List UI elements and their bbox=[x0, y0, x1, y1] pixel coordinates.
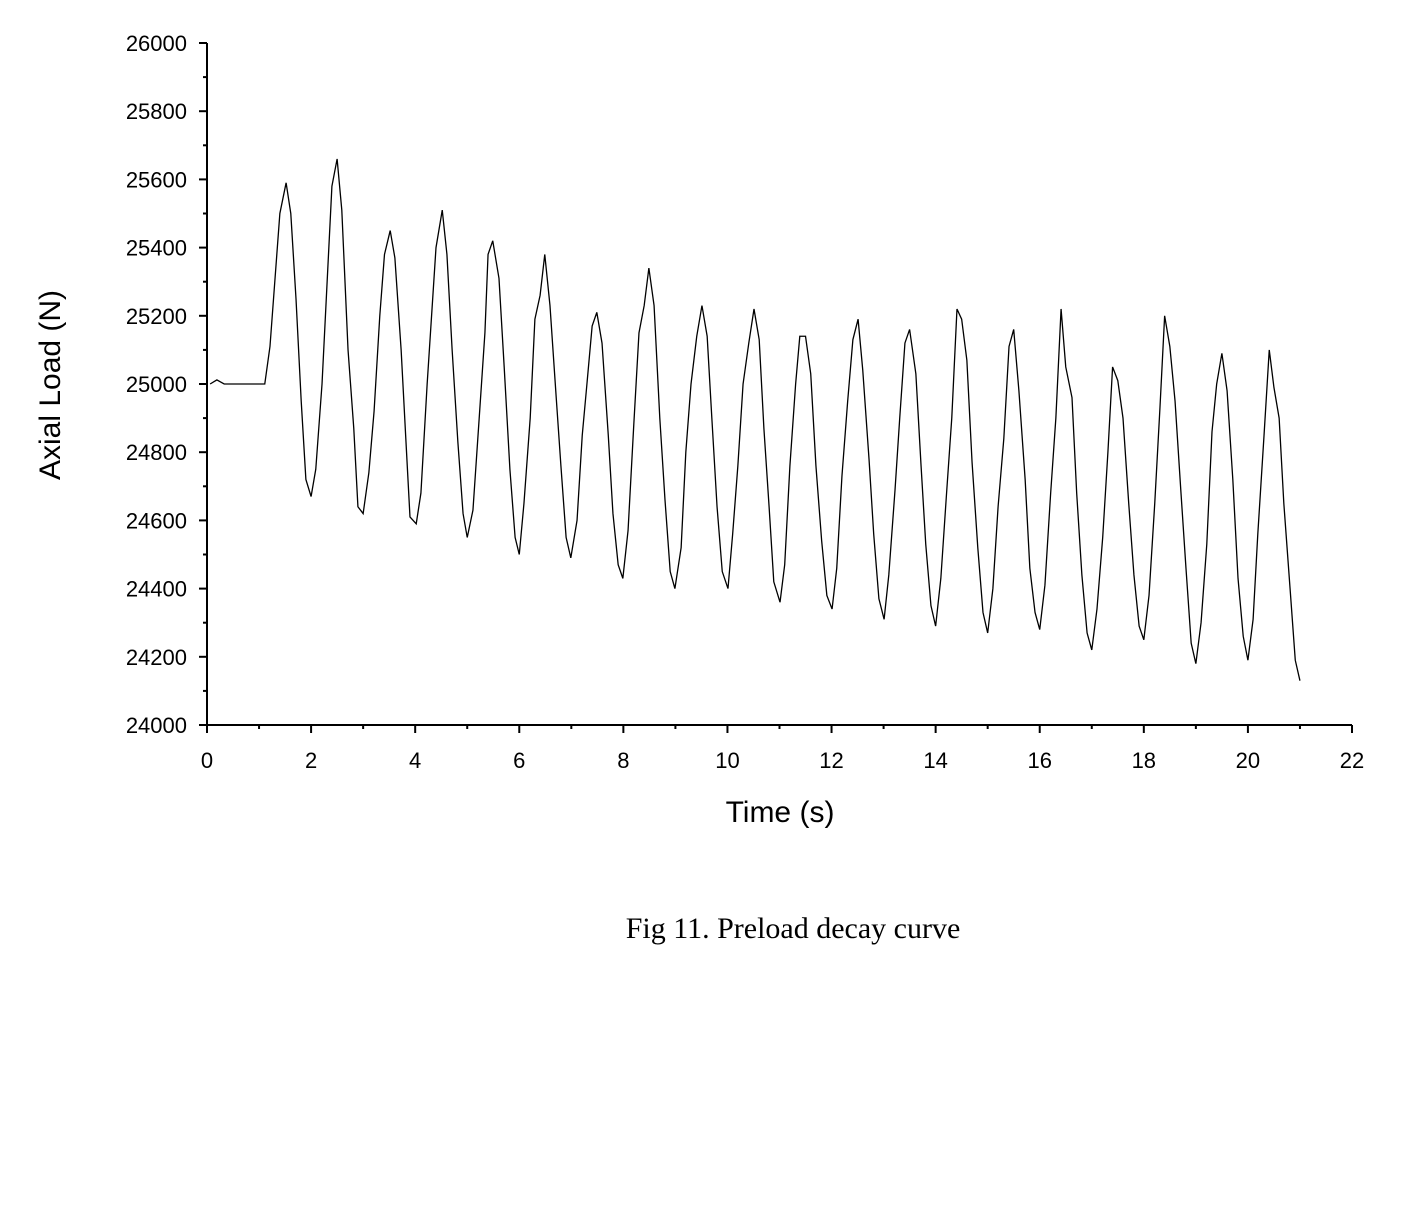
x-tick-label: 18 bbox=[1132, 748, 1156, 773]
y-axis-label: Axial Load (N) bbox=[34, 290, 67, 480]
x-tick-label: 8 bbox=[617, 748, 629, 773]
x-axis-label: Time (s) bbox=[726, 796, 835, 829]
y-tick-label: 24200 bbox=[126, 645, 187, 670]
x-tick-label: 4 bbox=[409, 748, 421, 773]
x-tick-label: 20 bbox=[1236, 748, 1260, 773]
data-line bbox=[209, 158, 1301, 681]
x-tick-label: 16 bbox=[1027, 748, 1051, 773]
x-tick-label: 12 bbox=[819, 748, 843, 773]
x-tick-label: 14 bbox=[923, 748, 947, 773]
x-tick-label: 6 bbox=[513, 748, 525, 773]
y-tick-label: 25600 bbox=[126, 167, 187, 192]
y-tick-label: 25800 bbox=[126, 99, 187, 124]
y-tick-label: 24000 bbox=[126, 713, 187, 738]
y-tick-label: 26000 bbox=[126, 31, 187, 56]
x-tick-label: 22 bbox=[1340, 748, 1364, 773]
y-tick-label: 24400 bbox=[126, 577, 187, 602]
y-tick-label: 25000 bbox=[126, 372, 187, 397]
x-tick-label: 10 bbox=[715, 748, 739, 773]
caption: Fig 11. Preload decay curve bbox=[626, 912, 961, 945]
y-tick-label: 25200 bbox=[126, 304, 187, 329]
y-tick-label: 24600 bbox=[126, 508, 187, 533]
x-tick-label: 2 bbox=[305, 748, 317, 773]
y-tick-label: 24800 bbox=[126, 440, 187, 465]
y-tick-label: 25400 bbox=[126, 236, 187, 261]
x-tick-label: 0 bbox=[201, 748, 213, 773]
